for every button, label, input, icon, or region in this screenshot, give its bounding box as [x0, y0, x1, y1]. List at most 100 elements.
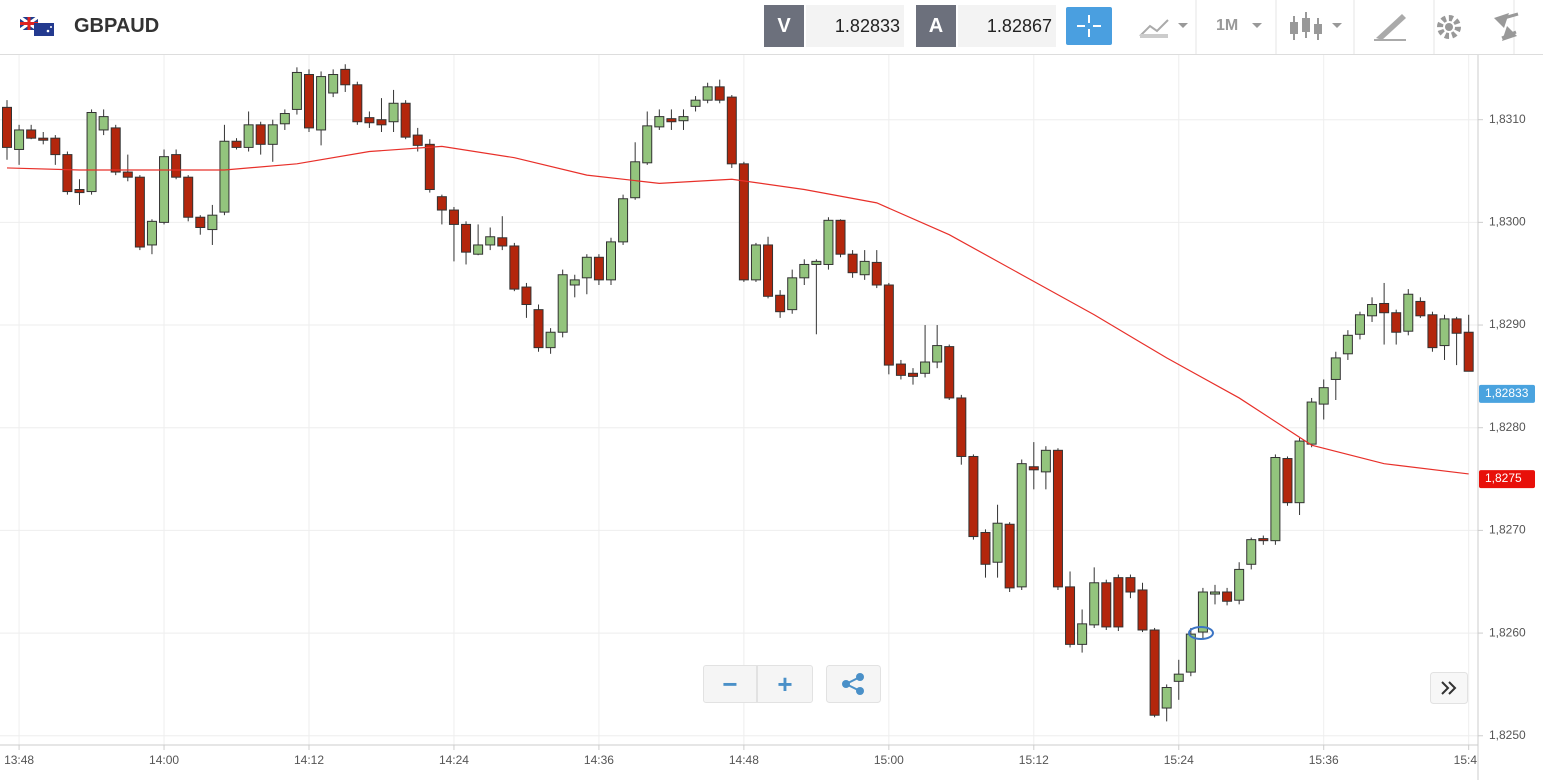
candle-body [1282, 458, 1293, 504]
candle-body [1161, 687, 1172, 709]
candle-body [702, 86, 713, 101]
ask-price[interactable]: 1.82867 [958, 5, 1056, 47]
candle-body [992, 522, 1003, 563]
candle-body [62, 154, 73, 193]
price-tag-label: 1,82833 [1485, 386, 1529, 400]
crosshair-button[interactable] [1066, 7, 1112, 45]
candle-body [1354, 314, 1365, 335]
x-axis: 13:48 14:00 14:12 14:24 14:36 14:48 15:00 15:12… [4, 745, 1478, 767]
candle-body [678, 116, 689, 122]
candle-body [291, 71, 302, 110]
scroll-end-button[interactable] [1430, 672, 1468, 704]
candle-body [775, 294, 786, 313]
candle-body [110, 127, 121, 173]
x-tick-label: 15:12 [1019, 753, 1049, 767]
candle-body [763, 244, 774, 297]
zoom-out[interactable]: − [703, 665, 757, 703]
candle-body [2, 106, 12, 148]
candle-body [714, 86, 725, 101]
x-tick-label: 14:36 [584, 753, 614, 767]
candle-body [159, 156, 170, 223]
candle-body [255, 124, 266, 145]
candle-body [593, 256, 604, 281]
candle-body [738, 163, 749, 281]
candle-body [195, 216, 206, 229]
candle-body [1197, 591, 1208, 633]
candle-body [1004, 523, 1015, 589]
candle-body [1234, 568, 1245, 601]
x-tick-label: 15:00 [874, 753, 904, 767]
x-tick-label: 14:48 [729, 753, 759, 767]
candle-body [412, 134, 423, 146]
candle-body [1306, 401, 1317, 445]
candle-body [316, 76, 327, 131]
marker [1188, 626, 1214, 640]
ask-label[interactable]: A [916, 5, 956, 47]
candle-body [1451, 318, 1462, 334]
candle-body [1415, 300, 1426, 317]
timeframe[interactable]: 1M [1216, 17, 1239, 34]
candle-body [726, 96, 737, 165]
x-tick-label: 14:12 [294, 753, 324, 767]
candle-body [171, 154, 182, 178]
candle-body [787, 277, 798, 311]
candle-body [497, 237, 508, 247]
candle-body [509, 245, 520, 290]
candle-body [231, 140, 242, 148]
candle-body [134, 176, 145, 248]
moving-average [6, 145, 1469, 475]
candle-body [50, 137, 61, 156]
candle-body [871, 261, 882, 286]
candle-body [932, 345, 943, 363]
candle-body [424, 143, 435, 191]
candle-body [642, 125, 653, 164]
candle-body [74, 189, 85, 194]
candle-body [122, 171, 133, 178]
candle-body [1101, 582, 1112, 628]
candle-body [1270, 457, 1281, 542]
price-tag [1479, 384, 1535, 403]
candle-body [388, 102, 399, 123]
candle-body [847, 253, 858, 274]
candle-body [1342, 334, 1353, 355]
candle-body [883, 284, 894, 366]
toolbar-icons [1139, 0, 1519, 54]
y-axis: 1,8250 1,8260 1,8270 1,8280 1,8290 1,8300 1,83… [1478, 112, 1535, 742]
candle-body [1016, 463, 1027, 588]
candle-body [1246, 539, 1257, 565]
candle-body [690, 99, 701, 107]
candle-body [183, 176, 194, 218]
candle-body [533, 309, 544, 349]
candle-body [1052, 449, 1063, 588]
x-tick-label: 13:48 [4, 753, 34, 767]
candle-body [1463, 331, 1474, 372]
candle-body [1125, 577, 1136, 593]
candle-body [485, 236, 496, 246]
candle-body [1427, 314, 1438, 349]
candle-body [968, 455, 979, 538]
y-tick-label: 1,8250 [1489, 728, 1526, 742]
candles [2, 64, 1474, 722]
ma-tag [1479, 470, 1535, 489]
candle-body [98, 116, 109, 131]
zoom-in[interactable]: + [757, 665, 813, 703]
candle-body [1113, 577, 1124, 628]
candle-body [328, 74, 339, 94]
share-button[interactable] [826, 665, 881, 703]
y-tick-label: 1,8310 [1489, 112, 1526, 126]
candle-body [1077, 623, 1088, 645]
ma-tag-label: 1,8275 [1485, 471, 1522, 485]
candle-body [448, 209, 459, 225]
candle-body [811, 260, 822, 265]
bid-label[interactable]: V [764, 5, 804, 47]
bid-price[interactable]: 1.82833 [806, 5, 904, 47]
candle-body [146, 220, 157, 246]
y-tick-label: 1,8300 [1489, 215, 1526, 229]
x-tick-label: 14:24 [439, 753, 469, 767]
candle-body [1379, 302, 1390, 314]
x-tick-label: 14:00 [149, 753, 179, 767]
candle-body [618, 198, 629, 243]
flag-icon [20, 17, 54, 36]
